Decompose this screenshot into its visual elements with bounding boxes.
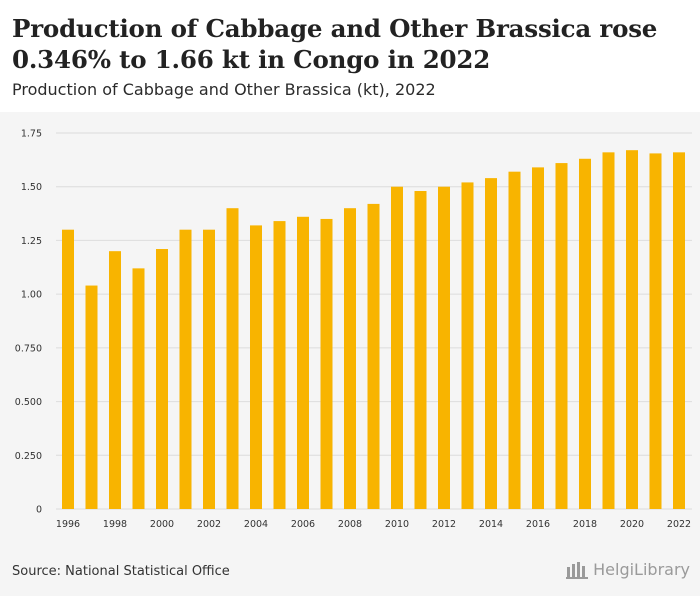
y-tick-label: 1.25 xyxy=(21,236,42,247)
y-tick-label: 1.50 xyxy=(21,182,42,193)
bar-2015[interactable] xyxy=(508,171,521,510)
bar-2012[interactable] xyxy=(438,186,450,509)
bar-2000[interactable] xyxy=(156,249,168,509)
bar-2010[interactable] xyxy=(391,186,403,509)
y-tick-label: 0.750 xyxy=(15,343,42,354)
x-tick-label: 2006 xyxy=(291,519,315,530)
x-tick-label: 2008 xyxy=(338,519,362,530)
bar-2009[interactable] xyxy=(367,203,380,509)
y-tick-label: 0.250 xyxy=(15,451,42,462)
chart-subtitle: Production of Cabbage and Other Brassica… xyxy=(12,80,436,99)
x-tick-label: 2022 xyxy=(667,519,691,530)
bar-2022[interactable] xyxy=(673,152,685,509)
y-tick-label: 1.75 xyxy=(21,129,42,140)
bar-2011[interactable] xyxy=(414,191,427,509)
bar-1999[interactable] xyxy=(132,268,145,509)
x-tick-label: 2016 xyxy=(526,519,550,530)
bar-2019[interactable] xyxy=(602,152,615,509)
chart-area: 0 0.250 0.500 0.750 1.00 1.25 1.50 1.75 1996 199… xyxy=(0,112,700,548)
x-tick-label: 2000 xyxy=(150,519,174,530)
x-axis-ticks: 1996 1998 2000 2002 2004 2006 2008 2010 2012 2014… xyxy=(56,519,691,530)
bar-2006[interactable] xyxy=(297,216,309,509)
bar-2018[interactable] xyxy=(579,158,591,509)
bars xyxy=(62,150,685,510)
building-icon xyxy=(566,561,589,579)
bar-2004[interactable] xyxy=(250,225,262,509)
bar-2017[interactable] xyxy=(555,163,568,509)
bar-2020[interactable] xyxy=(626,150,638,509)
bar-2001[interactable] xyxy=(179,229,192,509)
bar-2021[interactable] xyxy=(649,153,662,509)
helgilibrary-logo[interactable]: HelgiLibrary xyxy=(566,560,690,579)
bar-2008[interactable] xyxy=(344,208,356,509)
bar-2013[interactable] xyxy=(461,182,474,510)
chart-title: Production of Cabbage and Other Brassica… xyxy=(12,14,658,74)
x-tick-label: 2002 xyxy=(197,519,221,530)
x-tick-label: 2018 xyxy=(573,519,597,530)
y-tick-label: 1.00 xyxy=(21,290,42,301)
logo-text: HelgiLibrary xyxy=(593,560,690,579)
x-tick-label: 1996 xyxy=(56,519,80,530)
x-tick-label: 1998 xyxy=(103,519,127,530)
bar-1998[interactable] xyxy=(109,251,121,510)
bar-2002[interactable] xyxy=(203,229,215,509)
bar-1997[interactable] xyxy=(85,285,98,509)
y-tick-label: 0.500 xyxy=(15,397,42,408)
bar-1996[interactable] xyxy=(62,229,74,509)
x-tick-label: 2012 xyxy=(432,519,456,530)
bar-2005[interactable] xyxy=(273,221,286,509)
bar-2014[interactable] xyxy=(485,178,497,509)
x-tick-label: 2004 xyxy=(244,519,268,530)
x-tick-label: 2014 xyxy=(479,519,503,530)
x-tick-label: 2010 xyxy=(385,519,409,530)
x-tick-label: 2020 xyxy=(620,519,644,530)
bar-2007[interactable] xyxy=(320,218,333,509)
header: Production of Cabbage and Other Brassica… xyxy=(0,0,700,112)
y-tick-label: 0 xyxy=(36,505,42,516)
bar-2003[interactable] xyxy=(226,208,239,509)
source-note: Source: National Statistical Office xyxy=(12,564,230,579)
y-axis-ticks: 0 0.250 0.500 0.750 1.00 1.25 1.50 1.75 xyxy=(15,129,42,516)
bar-2016[interactable] xyxy=(532,167,544,509)
